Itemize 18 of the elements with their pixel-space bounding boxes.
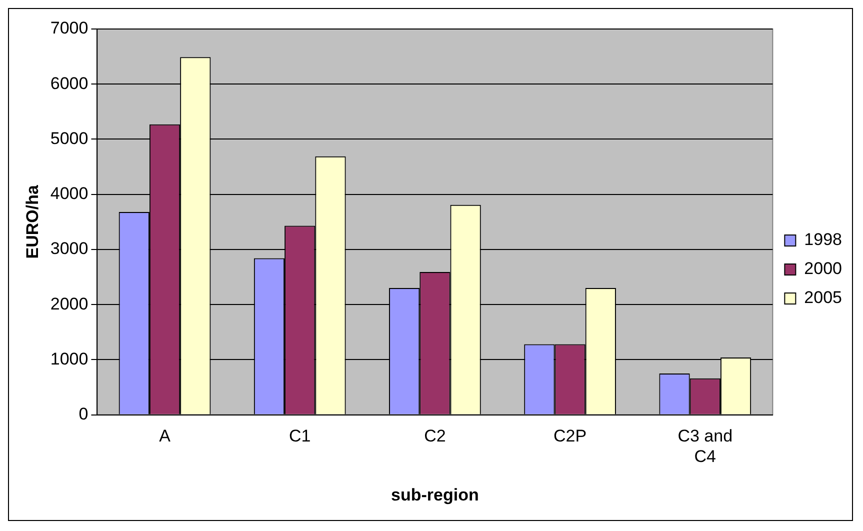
x-tick-label: C3 and C4 xyxy=(678,426,733,466)
y-tick-label: 7000 xyxy=(50,18,88,38)
y-tick-label: 4000 xyxy=(50,184,88,204)
x-tick-label: C1 xyxy=(288,426,311,446)
legend-label: 2000 xyxy=(804,259,842,278)
legend-label: 1998 xyxy=(804,230,842,250)
x-tick-label: C2P xyxy=(554,426,587,446)
x-axis-title: sub-region xyxy=(391,485,479,504)
y-tick-label: 5000 xyxy=(50,128,88,148)
legend-label: 2005 xyxy=(804,288,842,308)
y-tick-label: 2000 xyxy=(50,294,88,314)
y-tick-label: 3000 xyxy=(50,239,88,258)
x-tick-label: A xyxy=(159,426,172,446)
y-tick-label: 6000 xyxy=(50,74,88,93)
y-tick-label: 1000 xyxy=(50,349,88,368)
x-tick-label: C2 xyxy=(424,426,446,446)
y-axis-title: EURO/ha xyxy=(22,184,42,259)
y-tick-label: 0 xyxy=(78,404,88,424)
